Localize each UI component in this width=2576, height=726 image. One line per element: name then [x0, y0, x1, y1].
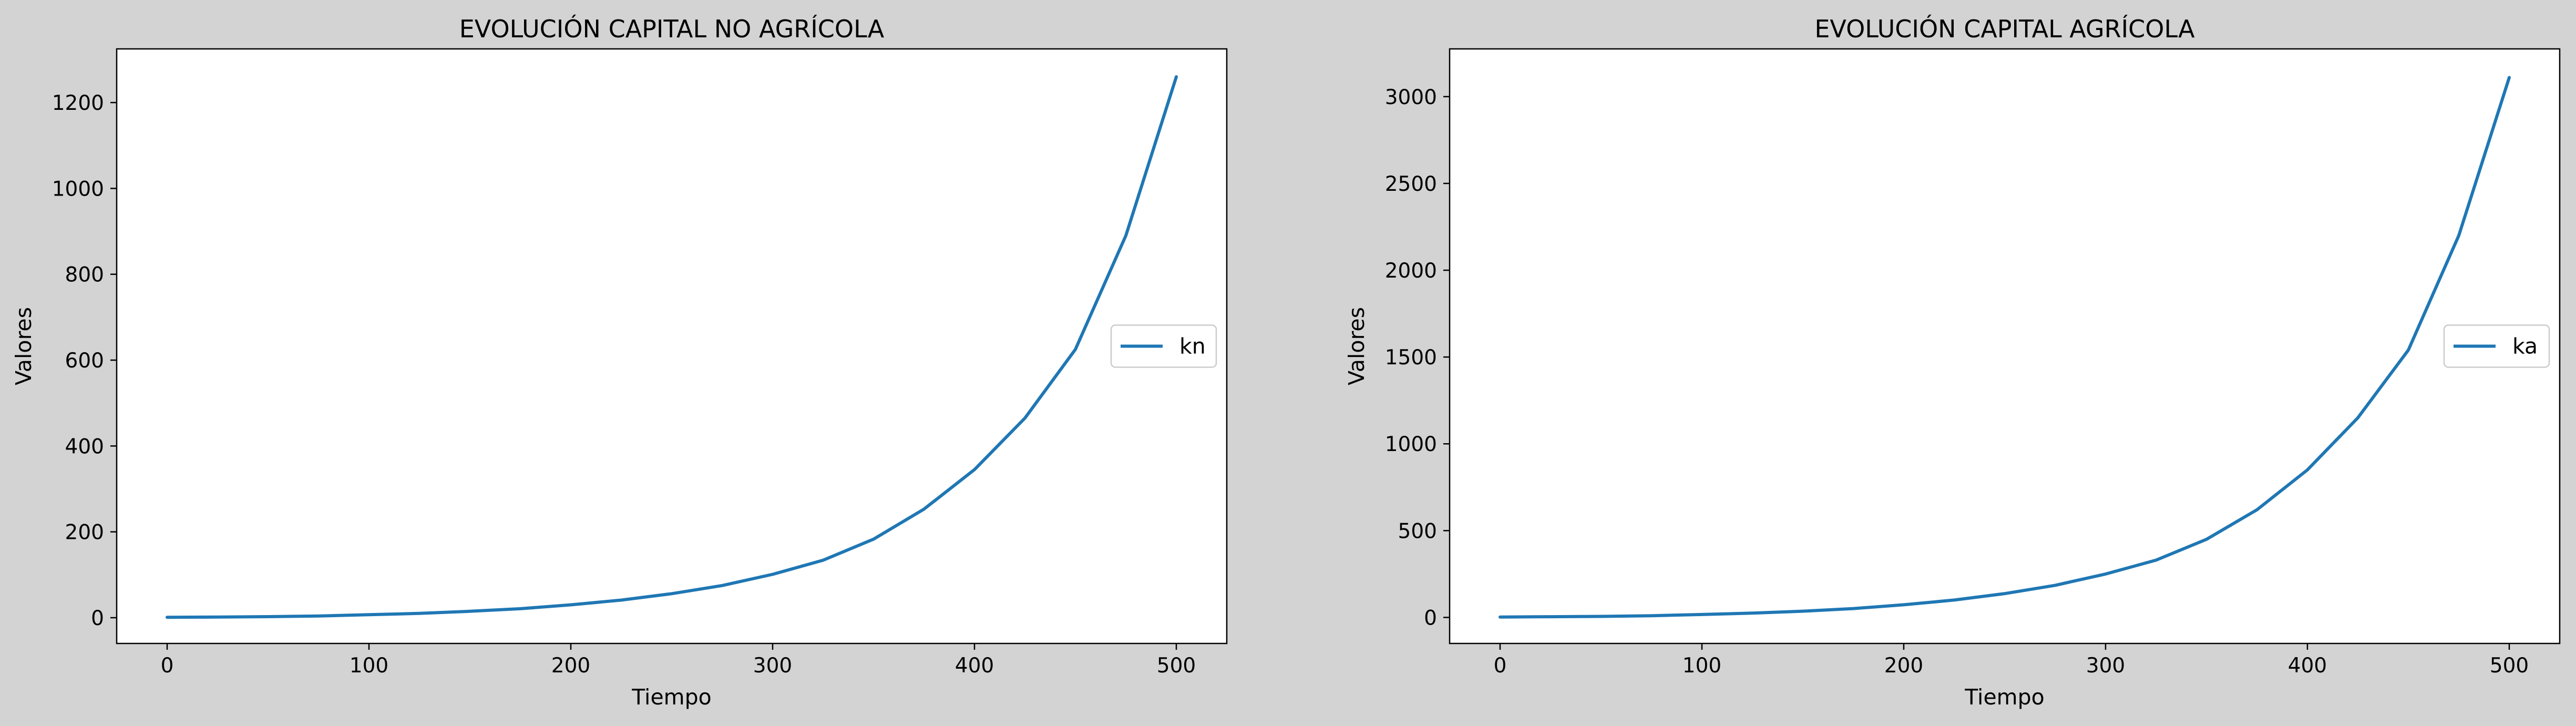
y-tick-label: 1200 — [52, 91, 104, 115]
legend-label: kn — [1179, 334, 1206, 359]
axes-frame — [1449, 48, 2561, 645]
x-axis-label: Tiempo — [1964, 684, 2044, 710]
legend-label: ka — [2512, 334, 2538, 359]
y-tick-label: 1000 — [1385, 433, 1437, 456]
x-tick-label: 200 — [551, 654, 590, 678]
x-tick-label: 400 — [2288, 654, 2327, 678]
chart-title: EVOLUCIÓN CAPITAL NO AGRÍCOLA — [459, 15, 885, 43]
chart-title: EVOLUCIÓN CAPITAL AGRÍCOLA — [1814, 15, 2195, 43]
y-tick-label: 600 — [65, 349, 104, 373]
plot-area — [1450, 49, 2560, 643]
y-tick-label: 0 — [91, 607, 104, 630]
x-tick-label: 300 — [2086, 654, 2125, 678]
y-tick-label: 800 — [65, 263, 104, 287]
y-tick-label: 2000 — [1385, 259, 1437, 283]
legend-box — [1110, 324, 1217, 368]
y-tick-label: 200 — [65, 521, 104, 545]
y-tick-label: 1000 — [52, 177, 104, 201]
axes-frame — [116, 48, 1228, 645]
x-tick-label: 400 — [955, 654, 994, 678]
x-axis-label: Tiempo — [631, 684, 711, 710]
y-axis-label: Valores — [1344, 307, 1369, 385]
x-tick-label: 200 — [1884, 654, 1923, 678]
series-line-kn — [166, 75, 1178, 619]
plot-area — [117, 49, 1227, 643]
chart-panel-1: EVOLUCIÓN CAPITAL NO AGRÍCOLA 0 100 200 300 4… — [11, 15, 1228, 710]
x-tick-label: 0 — [1494, 654, 1507, 678]
y-tick-label: 2500 — [1385, 172, 1437, 196]
legend: ka — [2443, 324, 2550, 368]
y-axis-label: Valores — [11, 307, 36, 385]
y-tick-label: 1500 — [1385, 346, 1437, 370]
y-tick-label: 500 — [1398, 519, 1437, 543]
x-tick-label: 100 — [350, 654, 388, 678]
x-tick-label: 500 — [1157, 654, 1196, 678]
chart-panel-2: EVOLUCIÓN CAPITAL AGRÍCOLA 0 100 200 300 400 5… — [1344, 15, 2561, 710]
legend-box — [2443, 324, 2550, 368]
x-tick-label: 100 — [1682, 654, 1721, 678]
x-tick-label: 300 — [753, 654, 792, 678]
y-tick-label: 400 — [65, 435, 104, 458]
x-tick-label: 500 — [2490, 654, 2529, 678]
y-tick-label: 3000 — [1385, 86, 1437, 109]
y-tick-label: 0 — [1424, 606, 1437, 630]
x-tick-label: 0 — [161, 654, 174, 678]
legend: kn — [1110, 324, 1217, 368]
series-line-ka — [1499, 76, 2511, 619]
